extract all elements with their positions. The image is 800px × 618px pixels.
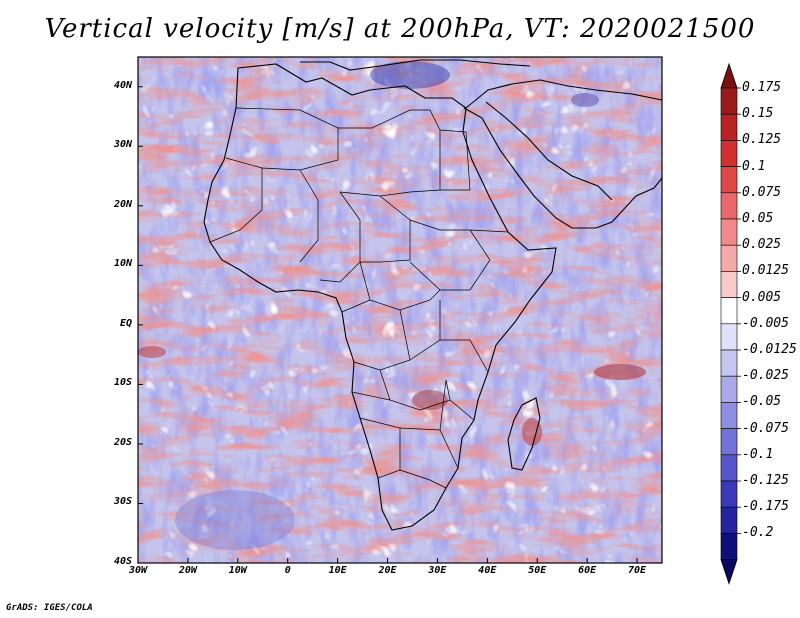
colorbar-segment — [720, 87, 738, 115]
colorbar-segment — [720, 113, 738, 141]
colorbar-segment — [720, 349, 738, 377]
map-frame — [137, 56, 663, 564]
colorbar-label: 0.075 — [742, 184, 782, 200]
lat-tick-label: EQ — [119, 317, 132, 329]
colorbar-segment — [720, 533, 738, 560]
colorbar-label: 0.125 — [742, 132, 782, 148]
colorbar-top-arrow — [720, 62, 738, 89]
colorbar-segment — [720, 375, 738, 403]
lon-tick-label: 10E — [328, 565, 347, 576]
lat-tick-label: 20N — [113, 198, 132, 210]
colorbar-segment — [720, 480, 738, 508]
colorbar-label: 0.15 — [742, 106, 774, 122]
colorbar-label: -0.125 — [742, 473, 789, 488]
colorbar-label: 0.005 — [742, 289, 782, 305]
colorbar-label: -0.0125 — [742, 342, 797, 357]
colorbar-segment — [720, 244, 738, 272]
lat-tick-label: 10S — [113, 377, 132, 389]
colorbar-label: -0.175 — [742, 499, 789, 515]
grads-credit: GrADS: IGES/COLA — [6, 603, 93, 613]
colorbar-segment — [720, 166, 738, 194]
lat-tick-label: 40S — [113, 556, 132, 567]
lon-tick-label: 20W — [178, 565, 197, 576]
lon-tick-label: 40E — [478, 565, 497, 576]
colorbar-segment — [720, 428, 738, 456]
colorbar-label: -0.005 — [742, 315, 789, 331]
colorbar-segment — [720, 506, 738, 534]
colorbar-label: -0.075 — [742, 420, 789, 436]
colorbar-segment — [720, 323, 738, 351]
colorbar-label: -0.2 — [742, 525, 774, 541]
lon-tick-label: 60E — [578, 565, 597, 576]
lat-tick-label: 20S — [113, 436, 132, 448]
colorbar-segment — [720, 140, 738, 167]
lon-tick-label: 50E — [528, 565, 547, 576]
colorbar-label: 0.1 — [742, 158, 766, 174]
lon-tick-label: 30W — [128, 565, 148, 576]
axis-tick-marks — [137, 86, 638, 564]
coastlines — [203, 59, 662, 531]
lat-tick-label: 30S — [113, 496, 132, 508]
lon-tick-label: 30E — [428, 565, 447, 576]
lon-tick-label: 0 — [284, 565, 291, 576]
colorbar-bottom-arrow — [720, 559, 738, 585]
colorbar-label: 0.025 — [742, 237, 782, 253]
lon-tick-label: 70E — [628, 565, 647, 576]
lon-tick-label: 20E — [378, 565, 397, 576]
country-borders — [209, 107, 509, 489]
colorbar-label: 0.0125 — [742, 263, 789, 279]
lat-tick-label: 30N — [113, 139, 132, 151]
colorbar-segment — [720, 297, 738, 325]
lat-tick-label: 10N — [113, 258, 132, 270]
colorbar-label: -0.1 — [742, 446, 774, 462]
colorbar-segment — [720, 402, 738, 429]
colorbar-label: -0.05 — [742, 394, 782, 410]
lon-tick-label: 10W — [228, 565, 247, 576]
colorbar-label: 0.175 — [742, 80, 782, 95]
colorbar-segment — [720, 454, 738, 482]
chart-title: Vertical velocity [m/s] at 200hPa, VT: 2… — [44, 14, 756, 44]
colorbar-label: 0.05 — [742, 211, 774, 226]
colorbar-label: -0.025 — [742, 368, 789, 384]
colorbar-segment — [720, 271, 738, 298]
colorbar-segment — [720, 192, 738, 220]
lat-tick-label: 40N — [113, 79, 132, 91]
colorbar-segment — [720, 218, 738, 246]
colorbar — [720, 62, 741, 585]
